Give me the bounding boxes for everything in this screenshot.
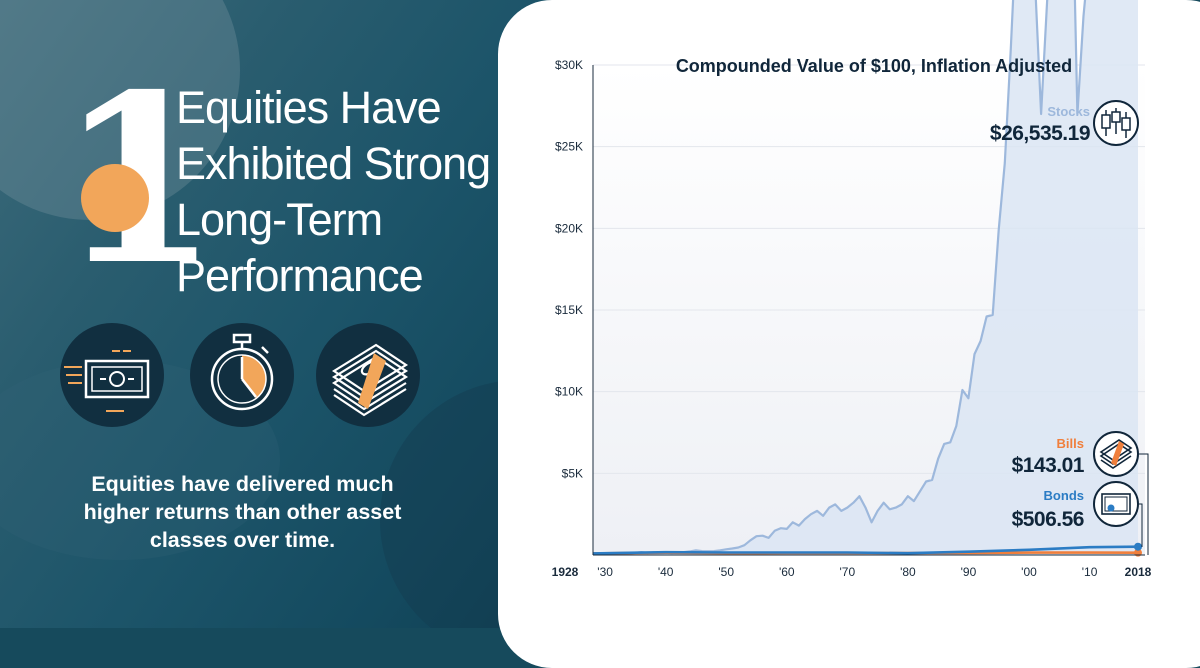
stopwatch-icon	[190, 323, 294, 427]
bonds-label: Bonds	[1044, 488, 1084, 503]
x-tick-label: '80	[900, 565, 916, 579]
x-tick-label: '10	[1082, 565, 1098, 579]
chart: $5K $10K $15K $20K $25K $30K 1928 '30 '40 '50 '60…	[552, 0, 1152, 579]
headline: Equities Have Exhibited Strong Long-Term…	[176, 80, 491, 304]
x-tick-label: '60	[779, 565, 795, 579]
x-tick-label: 2018	[1125, 565, 1152, 579]
y-tick-label: $15K	[555, 303, 583, 317]
x-tick-label: '90	[961, 565, 977, 579]
x-tick-label: '00	[1021, 565, 1037, 579]
x-tick-label: '40	[658, 565, 674, 579]
bonds-line	[592, 545, 1139, 555]
y-tick-label: $10K	[555, 385, 583, 399]
bonds-end-point	[1134, 542, 1142, 551]
left-panel: 1 Equities Have Exhibited Strong Long-Te…	[0, 0, 560, 628]
x-tick-label: '50	[718, 565, 734, 579]
caption: Equities have delivered much higher retu…	[83, 472, 402, 552]
headline-line: Performance	[176, 250, 424, 301]
x-tick-label: 1928	[552, 565, 579, 579]
x-axis-ticks: 1928 '30 '40 '50 '60 '70 '80 '90 '00 '10 2018	[552, 565, 1152, 579]
headline-line: Equities Have	[176, 82, 442, 133]
number-accent-dot	[81, 164, 149, 232]
x-tick-label: '30	[597, 565, 613, 579]
stocks-area	[593, 0, 1138, 555]
series-layer	[592, 0, 1142, 557]
cash-speed-icon	[60, 323, 164, 427]
bills-label: Bills	[1057, 436, 1084, 451]
bond-certificate-icon	[1093, 481, 1139, 527]
y-tick-label: $25K	[555, 140, 583, 154]
stocks-value: $26,535.19	[990, 122, 1090, 145]
money-stack-icon	[1093, 431, 1139, 477]
y-tick-label: $5K	[562, 466, 583, 480]
bills-value: $143.01	[1012, 454, 1085, 477]
chart-title: Compounded Value of $100, Inflation Adju…	[676, 56, 1072, 76]
y-tick-label: $30K	[555, 58, 583, 72]
bills-leader-line	[1138, 453, 1149, 555]
bonds-value: $506.56	[1012, 508, 1084, 531]
y-tick-label: $20K	[555, 221, 583, 235]
money-stack-icon	[316, 323, 420, 427]
candlestick-icon	[1093, 100, 1139, 146]
x-tick-label: '70	[840, 565, 856, 579]
headline-line: Long-Term	[176, 194, 383, 245]
headline-line: Exhibited Strong	[176, 138, 491, 189]
y-axis-ticks: $5K $10K $15K $20K $25K $30K	[555, 58, 583, 480]
bonds-leader-line	[1138, 503, 1143, 547]
stocks-label: Stocks	[1047, 104, 1090, 119]
